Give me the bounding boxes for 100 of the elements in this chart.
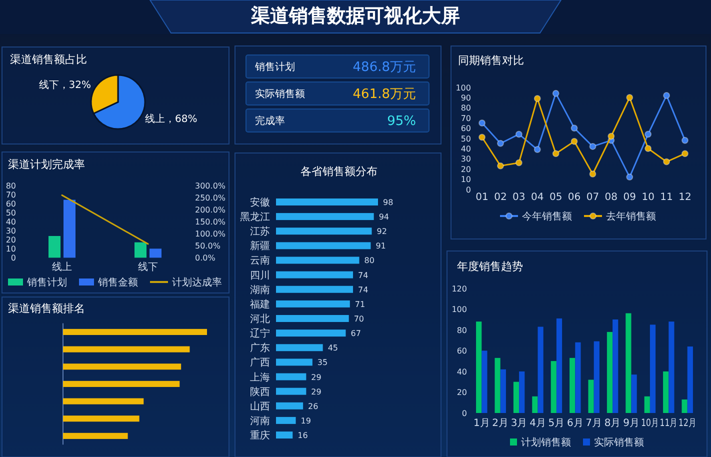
x-tick-label: 12 [678,192,692,203]
y2-tick-label: 100.0% [195,230,226,239]
pie-slice [92,74,146,130]
y-tick-label: 60 [6,199,16,208]
y-tick-label: 0 [462,409,467,418]
x-tick-label: 4月 [530,418,546,429]
bar [134,242,146,258]
bar [550,361,556,413]
point [644,130,652,138]
y-tick-label: 80 [456,326,467,335]
data-label: 29 [311,387,322,396]
legend-label: 销售计划 [26,276,67,288]
y-tick-label: 80 [460,104,471,113]
legend-label: 实际销售额 [594,436,644,448]
bar [276,416,296,424]
text: 完成率 [255,115,285,127]
y-tick-label: 0 [466,185,471,194]
x-tick-label: 3月 [510,418,528,429]
data-label: 26 [308,402,318,411]
y-tick-label: 江苏 [250,226,270,238]
y-tick-label: 40 [6,218,16,226]
x-tick-label: 6月 [566,418,584,429]
point [570,124,578,132]
y-tick-label: 广东 [250,342,270,354]
x-tick-label: 2月 [492,418,509,429]
y2-tick-label: 250.0% [195,193,226,202]
bar [519,371,525,413]
point [589,170,596,178]
legend-label: 销售金额 [97,276,138,288]
y-tick-label: 90 [460,94,471,102]
x-tick-label: 04 [531,192,544,203]
bar [63,328,207,335]
text: 销售计划 [254,61,295,73]
y2-tick-label: 300.0% [195,181,226,190]
data-label: ，68% [165,114,198,126]
bar [63,380,180,387]
data-label: ，32% [58,80,91,91]
bar [612,319,618,413]
bar [276,388,306,395]
y-tick-label: 上海 [250,371,270,384]
y-tick-label: 20 [456,388,467,398]
data-label: 67 [350,329,361,338]
slice-label: 线下 [38,78,59,91]
y-tick-label: 河北 [250,313,270,325]
text: 渠道销售数据可视化大屏 [250,5,460,27]
y-tick-label: 10 [460,175,471,184]
y-tick-label: 四川 [250,269,270,282]
y-tick-label: 120 [452,284,467,294]
chart-title: 渠道销售额占比 [10,53,87,66]
y-tick-label: 50 [460,134,471,144]
y-tick-label: 100 [452,305,467,314]
text: 95% [387,114,416,129]
point [681,150,688,158]
data-label: 74 [358,270,368,280]
bar [276,286,354,293]
data-label: 98 [383,198,394,207]
y-tick-label: 广西 [250,356,270,369]
bar [63,364,182,370]
y-tick-label: 陕西 [250,386,270,398]
bar [687,346,693,413]
y-tick-label: 10 [6,244,16,254]
chart-title: 各省销售额分布 [300,165,378,178]
x-tick-label: 7月 [586,418,602,429]
x-tick-label: 01 [476,192,488,203]
y-tick-label: 30 [460,154,471,164]
bar [626,313,632,413]
bar [276,213,374,220]
y-tick-label: 辽宁 [250,328,270,340]
bar [276,402,304,410]
point [552,150,560,158]
data-label: 19 [300,416,311,426]
y-tick-label: 云南 [250,254,270,267]
bar [276,198,378,206]
bar [594,341,600,413]
x-tick-label: 07 [586,192,600,203]
y-tick-label: 60 [460,124,471,134]
text: 实际销售额 [255,88,305,100]
y-tick-label: 20 [460,164,471,174]
legend-label: 计划销售额 [521,436,571,448]
bar [276,228,372,235]
bar [276,330,346,337]
point [478,134,486,141]
y-tick-label: 20 [6,236,16,245]
bar [494,358,500,413]
text: 486.8万元 [352,60,416,75]
point [534,95,541,102]
y-tick-label: 70 [460,114,471,123]
x-tick-label: 06 [568,192,581,203]
point [496,162,504,170]
y-tick-label: 70 [6,190,16,200]
bar [63,398,144,404]
y-tick-label: 湖南 [250,284,270,296]
x-tick-label: 10 [642,192,654,203]
data-label: 45 [328,344,338,353]
data-label: 91 [376,242,386,251]
bar [482,350,488,413]
chart-title: 同期销售对比 [458,54,524,67]
bar [532,396,538,413]
x-tick-label: 05 [549,192,562,203]
point [608,132,615,140]
